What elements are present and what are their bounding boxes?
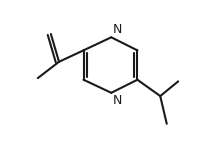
Text: N: N: [113, 23, 122, 36]
Text: N: N: [113, 94, 122, 107]
